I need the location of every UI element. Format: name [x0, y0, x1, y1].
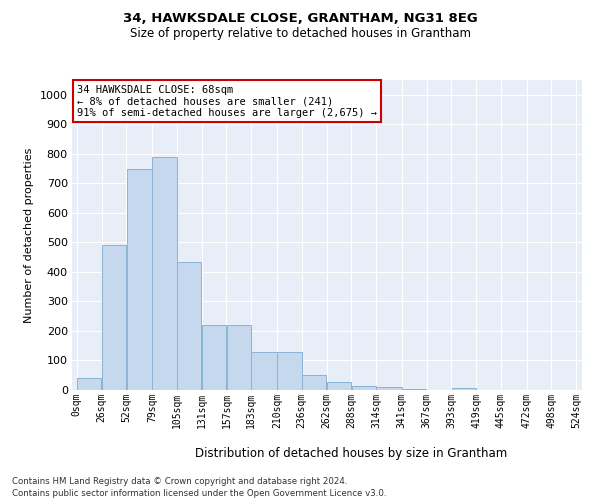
Text: 34, HAWKSDALE CLOSE, GRANTHAM, NG31 8EG: 34, HAWKSDALE CLOSE, GRANTHAM, NG31 8EG	[122, 12, 478, 26]
Bar	[402, 388, 427, 390]
Bar	[302, 374, 326, 390]
Bar	[102, 246, 126, 390]
Bar	[452, 388, 476, 390]
Bar	[327, 382, 351, 390]
Y-axis label: Number of detached properties: Number of detached properties	[24, 148, 34, 322]
Bar	[376, 387, 401, 390]
Bar	[251, 352, 277, 390]
Text: Distribution of detached houses by size in Grantham: Distribution of detached houses by size …	[195, 448, 507, 460]
Bar	[77, 378, 101, 390]
Text: Size of property relative to detached houses in Grantham: Size of property relative to detached ho…	[130, 28, 470, 40]
Bar	[227, 325, 251, 390]
Text: Contains public sector information licensed under the Open Government Licence v3: Contains public sector information licen…	[12, 489, 386, 498]
Bar	[202, 325, 226, 390]
Bar	[277, 352, 302, 390]
Bar	[152, 157, 176, 390]
Bar	[352, 386, 376, 390]
Bar	[127, 168, 152, 390]
Text: 34 HAWKSDALE CLOSE: 68sqm
← 8% of detached houses are smaller (241)
91% of semi-: 34 HAWKSDALE CLOSE: 68sqm ← 8% of detach…	[77, 84, 377, 118]
Bar	[177, 262, 202, 390]
Text: Contains HM Land Registry data © Crown copyright and database right 2024.: Contains HM Land Registry data © Crown c…	[12, 478, 347, 486]
